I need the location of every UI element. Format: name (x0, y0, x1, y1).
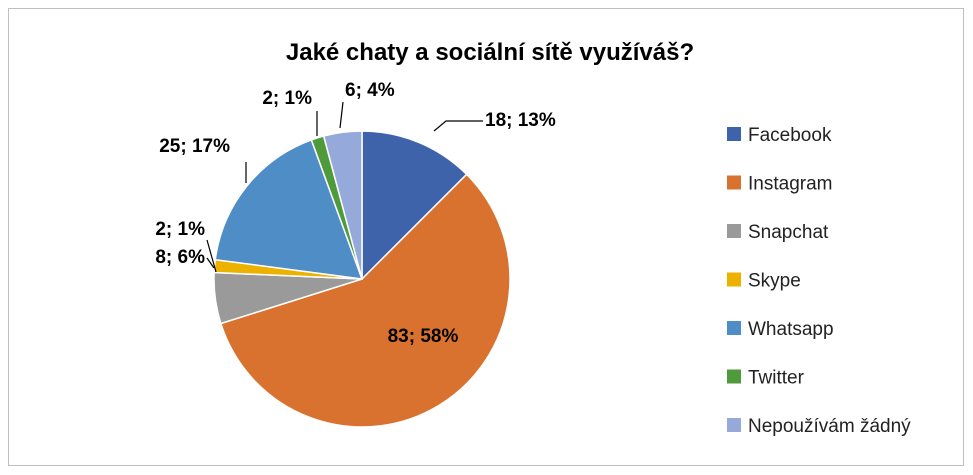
legend-label: Nepoužívám žádný (748, 416, 911, 437)
data-label: 2; 1% (155, 219, 205, 240)
pie-slice-whatsapp (214, 138, 364, 280)
data-label: 2; 1% (262, 88, 312, 109)
legend-swatch (727, 369, 741, 384)
legend-label: Facebook (748, 125, 832, 146)
leader-line (206, 239, 217, 273)
legend-label: Instagram (748, 174, 832, 195)
pie-slice-facebook (361, 130, 468, 281)
legend-swatch (727, 127, 741, 141)
leader-line (433, 120, 483, 132)
pie-slice-nepou-v-m-dn- (322, 130, 363, 280)
legend-label: Whatsapp (748, 319, 834, 340)
pie-slices (213, 130, 511, 428)
legend: Facebook Instagram Snapchat Skype Whatsapp Tw… (727, 125, 911, 437)
legend-label: Snapchat (748, 222, 829, 243)
pie-slice-instagram (219, 173, 511, 428)
chart-title: Jaké chaty a sociální sítě využíváš? (286, 39, 694, 66)
data-label: 8; 6% (155, 247, 205, 268)
leader-lines (206, 101, 483, 273)
data-label: 6; 4% (345, 80, 395, 101)
leader-line (339, 101, 344, 129)
data-label: 25; 17% (159, 136, 230, 157)
leader-line (206, 257, 215, 269)
legend-swatch (727, 418, 741, 432)
legend-swatch (727, 175, 741, 190)
legend-swatch (727, 272, 741, 287)
legend-label: Twitter (748, 368, 805, 389)
data-label: 83; 58% (388, 326, 459, 347)
data-labels: 18; 13% 83; 58% 8; 6% 2; 1% 25; 17% 2; 1% 6; 4… (155, 80, 556, 347)
legend-label: Skype (748, 271, 801, 292)
legend-swatch (727, 321, 741, 335)
legend-swatch (727, 224, 741, 238)
data-label: 18; 13% (485, 110, 556, 131)
